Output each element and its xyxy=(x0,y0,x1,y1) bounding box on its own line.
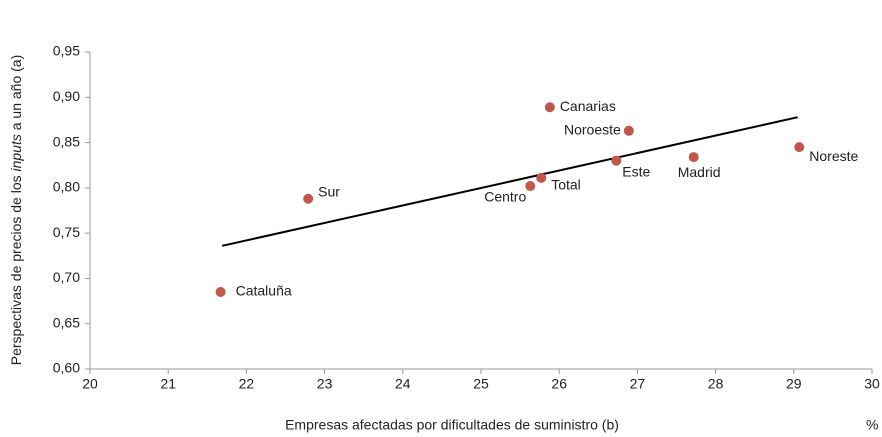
point-label: Madrid xyxy=(678,164,721,180)
x-tick-label: 29 xyxy=(786,376,802,392)
point xyxy=(303,193,314,204)
point-label: Sur xyxy=(318,183,340,199)
point-label: Centro xyxy=(484,189,526,205)
point-label: Noroeste xyxy=(564,122,621,138)
y-label-part: Perspectivas de precios de los xyxy=(8,171,24,365)
y-tick-label: 0,75 xyxy=(53,224,80,240)
point xyxy=(525,181,536,192)
x-tick-label: 27 xyxy=(630,376,646,392)
point xyxy=(544,102,555,113)
y-tick-label: 0,65 xyxy=(53,314,80,330)
y-axis-label: Perspectivas de precios de los inputs a … xyxy=(8,55,24,366)
point-label: Noreste xyxy=(809,148,858,164)
x-tick-label: 24 xyxy=(395,376,411,392)
x-tick-label: 22 xyxy=(239,376,255,392)
point xyxy=(623,125,634,136)
point xyxy=(215,287,226,298)
point xyxy=(688,152,699,163)
x-tick-label: 20 xyxy=(82,376,98,392)
y-tick-label: 0,80 xyxy=(53,179,80,195)
point xyxy=(611,155,622,166)
x-tick-label: 26 xyxy=(551,376,567,392)
x-tick-label: 21 xyxy=(160,376,176,392)
point xyxy=(794,142,805,153)
y-tick-label: 0,85 xyxy=(53,133,80,149)
y-tick-label: 0,90 xyxy=(53,88,80,104)
x-axis-label: Empresas afectadas por dificultades de s… xyxy=(285,417,619,433)
trend-line xyxy=(221,116,798,247)
y-label-part: a un año (a) xyxy=(8,55,24,134)
point-label: Total xyxy=(551,177,581,193)
y-tick-label: 0,60 xyxy=(53,360,80,376)
x-tick-label: 25 xyxy=(473,376,489,392)
point-label: Cataluña xyxy=(236,283,292,299)
x-unit: % xyxy=(866,417,878,433)
x-tick-label: 28 xyxy=(708,376,724,392)
point xyxy=(536,172,547,183)
y-tick-label: 0,70 xyxy=(53,269,80,285)
y-label-part: inputs xyxy=(8,134,24,171)
x-tick-label: 30 xyxy=(864,376,880,392)
x-tick-label: 23 xyxy=(317,376,333,392)
point-label: Este xyxy=(622,163,650,179)
point-label: Canarias xyxy=(560,98,616,114)
y-tick-label: 0,95 xyxy=(53,43,80,59)
